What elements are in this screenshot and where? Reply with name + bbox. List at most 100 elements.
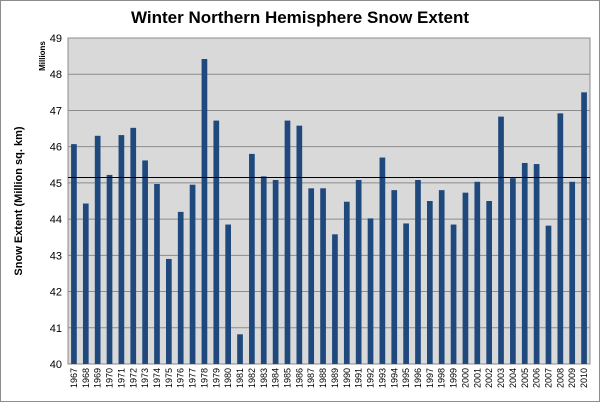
- bar-2010: [581, 92, 587, 364]
- bar-1978: [201, 59, 208, 365]
- bar-1976: [177, 211, 184, 364]
- bar-2004: [510, 178, 516, 364]
- bar-1984: [272, 179, 279, 364]
- x-tick-label: 1978: [199, 368, 209, 388]
- x-tick-label: 1985: [282, 368, 292, 388]
- x-tick-label: 1976: [176, 368, 186, 388]
- y-tick-label: 41: [50, 323, 62, 335]
- bar-1990: [343, 201, 350, 364]
- x-tick-label: 2000: [460, 368, 470, 388]
- bar-2006: [533, 164, 540, 364]
- chart-title: Winter Northern Hemisphere Snow Extent: [130, 8, 469, 27]
- y-tick-label: 46: [50, 142, 62, 154]
- bar-1987: [308, 188, 315, 364]
- bar-1970: [106, 174, 113, 364]
- bar-1982: [249, 153, 255, 364]
- bar-1967: [71, 144, 77, 364]
- x-tick-label: 1996: [413, 368, 423, 388]
- bar-1980: [225, 224, 232, 364]
- y-tick-labels: 40 41 42 43 44 45 46 47 48 49: [50, 33, 62, 371]
- y-tick-label: 40: [50, 359, 62, 371]
- bar-1994: [391, 190, 398, 364]
- bar-1973: [142, 160, 148, 364]
- y-axis-label: Snow Extent (Million sq. km): [13, 126, 25, 275]
- x-tick-label: 2007: [543, 368, 553, 388]
- x-tick-label: 1977: [188, 368, 198, 388]
- x-tick-label: 2009: [567, 368, 577, 388]
- bar-1988: [320, 188, 326, 364]
- x-tick-labels: 1967 1968 1969 1970 1971 1972 1973 1974 1975 1976…: [69, 368, 589, 388]
- bar-1969: [94, 135, 101, 364]
- x-tick-label: 1979: [211, 368, 221, 388]
- bar-1985: [284, 120, 291, 364]
- bar-1974: [154, 183, 160, 364]
- bar-1999: [450, 224, 457, 364]
- bar-2003: [498, 116, 504, 364]
- x-tick-label: 1975: [164, 368, 174, 388]
- x-tick-label: 1968: [81, 368, 91, 388]
- bar-2002: [486, 201, 493, 364]
- x-tick-label: 1983: [259, 368, 269, 388]
- bar-1992: [367, 218, 374, 364]
- x-tick-label: 1992: [366, 368, 376, 388]
- x-tick-label: 2001: [472, 368, 482, 388]
- bars: [71, 59, 587, 365]
- y-tick-label: 45: [50, 178, 62, 190]
- bar-1998: [438, 190, 445, 364]
- x-tick-label: 1988: [318, 368, 328, 388]
- y-tick-label: 42: [50, 287, 62, 299]
- bar-1989: [332, 234, 338, 364]
- bar-1971: [118, 135, 125, 364]
- x-tick-label: 2006: [532, 368, 542, 388]
- x-tick-label: 1989: [330, 368, 340, 388]
- y-tick-label: 49: [50, 33, 62, 45]
- bar-1975: [165, 258, 172, 364]
- x-tick-label: 1999: [449, 368, 459, 388]
- y-tick-label: 44: [50, 214, 62, 226]
- x-tick-label: 2003: [496, 368, 506, 388]
- x-tick-label: 1993: [377, 368, 387, 388]
- x-tick-label: 1982: [247, 368, 257, 388]
- x-tick-label: 1998: [437, 368, 447, 388]
- bar-2007: [545, 225, 552, 364]
- bar-1991: [355, 179, 362, 364]
- x-tick-label: 2005: [520, 368, 530, 388]
- x-tick-label: 1987: [306, 368, 316, 388]
- bar-2000: [462, 192, 469, 364]
- bar-2008: [557, 113, 564, 364]
- x-tick-label: 1980: [223, 368, 233, 388]
- bar-2009: [569, 181, 576, 364]
- x-tick-label: 2002: [484, 368, 494, 388]
- y-tick-label: 48: [50, 69, 62, 81]
- x-tick-label: 1981: [235, 368, 245, 388]
- bar-1993: [379, 157, 386, 364]
- y-tick-label: 47: [50, 105, 62, 117]
- y-tick-label: 43: [50, 250, 62, 262]
- x-tick-label: 1984: [271, 368, 281, 388]
- bar-1996: [415, 179, 421, 364]
- bar-1983: [260, 176, 267, 364]
- y-axis-unit: Millions: [38, 41, 47, 71]
- x-tick-label: 1986: [294, 368, 304, 388]
- x-tick-label: 1969: [93, 368, 103, 388]
- x-tick-label: 1974: [152, 368, 162, 388]
- bar-1977: [189, 184, 196, 364]
- x-tick-label: 2008: [555, 368, 565, 388]
- bar-1979: [213, 120, 220, 364]
- x-tick-label: 1970: [105, 368, 115, 388]
- bar-1972: [130, 127, 137, 364]
- bar-1997: [426, 201, 433, 364]
- x-tick-label: 1973: [140, 368, 150, 388]
- x-tick-label: 1995: [401, 368, 411, 388]
- x-tick-label: 1991: [354, 368, 364, 388]
- x-tick-label: 1967: [69, 368, 79, 388]
- x-tick-label: 1971: [116, 368, 126, 388]
- bar-2005: [521, 162, 528, 364]
- bar-1981: [237, 334, 243, 364]
- x-tick-label: 1997: [425, 368, 435, 388]
- bar-1986: [296, 125, 303, 364]
- bar-1968: [82, 203, 89, 364]
- x-tick-label: 1990: [342, 368, 352, 388]
- bar-2001: [474, 181, 481, 364]
